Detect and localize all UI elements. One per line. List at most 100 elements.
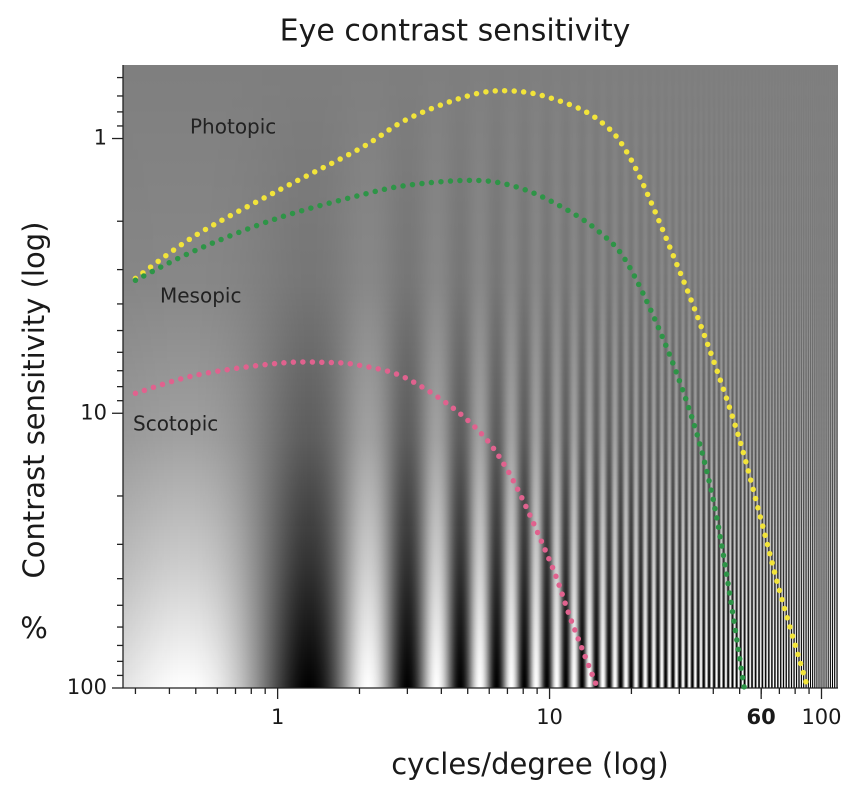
grating-stripe	[654, 65, 656, 688]
grating-stripe	[564, 65, 566, 688]
grating-stripe	[263, 65, 265, 688]
y-unit-label: %	[20, 611, 48, 645]
grating-stripe	[448, 65, 450, 688]
grating-stripe	[777, 65, 779, 688]
grating-stripe	[208, 65, 210, 688]
grating-stripe	[151, 65, 153, 688]
grating-stripe	[417, 65, 419, 688]
grating-stripe	[497, 65, 499, 688]
grating-stripe	[351, 65, 353, 688]
grating-stripe	[528, 65, 530, 688]
grating-stripe	[559, 65, 561, 688]
grating-stripe	[583, 65, 585, 688]
grating-stripe	[699, 65, 701, 688]
grating-stripe	[741, 65, 743, 688]
grating-stripe	[565, 65, 567, 688]
grating-stripe	[577, 65, 579, 688]
grating-stripe	[280, 65, 282, 688]
grating-stripe	[527, 65, 529, 688]
series-label: Mesopic	[160, 284, 241, 308]
grating-stripe	[599, 65, 601, 688]
grating-stripe	[330, 65, 332, 688]
grating-stripe	[267, 65, 269, 688]
grating-stripe	[257, 65, 259, 688]
grating-stripe	[505, 65, 507, 688]
grating-stripe	[811, 65, 813, 688]
grating-stripe	[471, 65, 473, 688]
grating-stripe	[349, 65, 351, 688]
grating-stripe	[391, 65, 393, 688]
grating-stripe	[530, 65, 532, 688]
y-tick-label: 10	[80, 400, 107, 424]
grating-stripe	[332, 65, 334, 688]
grating-stripe	[633, 65, 635, 688]
grating-stripe	[639, 65, 641, 688]
grating-stripe	[379, 65, 381, 688]
grating-stripe	[176, 65, 178, 688]
grating-stripe	[195, 65, 197, 688]
grating-stripe	[823, 65, 825, 688]
grating-stripe	[133, 65, 135, 688]
grating-stripe	[507, 65, 509, 688]
grating-stripe	[606, 65, 608, 688]
grating-stripe	[317, 65, 319, 688]
grating-stripe	[533, 65, 535, 688]
grating-stripe	[368, 65, 370, 688]
grating-stripe	[770, 65, 772, 688]
grating-stripe	[619, 65, 621, 688]
grating-stripe	[521, 65, 523, 688]
grating-stripe	[468, 65, 470, 688]
grating-stripe	[254, 65, 256, 688]
grating-stripe	[153, 65, 155, 688]
grating-stripe	[509, 65, 511, 688]
grating-stripe	[546, 65, 548, 688]
grating-stripe	[163, 65, 165, 688]
grating-stripe	[802, 65, 804, 688]
grating-stripe	[160, 65, 162, 688]
grating-stripe	[223, 65, 225, 688]
grating-stripe	[761, 65, 763, 688]
grating-stripe	[168, 65, 170, 688]
grating-stripe	[735, 65, 737, 688]
grating-stripe	[649, 65, 651, 688]
grating-stripe	[344, 65, 346, 688]
grating-stripe	[682, 65, 684, 688]
grating-stripe	[441, 65, 443, 688]
grating-stripe	[726, 65, 728, 688]
grating-stripe	[219, 65, 221, 688]
grating-stripe	[518, 65, 520, 688]
grating-stripe	[567, 65, 569, 688]
grating-stripe	[683, 65, 685, 688]
grating-stripe	[309, 65, 311, 688]
grating-stripe	[609, 65, 611, 688]
grating-stripe	[450, 65, 452, 688]
grating-stripe	[769, 65, 771, 688]
grating-stripe	[305, 65, 307, 688]
grating-stripe	[141, 65, 143, 688]
grating-stripe	[679, 65, 681, 688]
grating-stripe	[734, 65, 736, 688]
grating-stripe	[615, 65, 617, 688]
grating-stripe	[228, 65, 230, 688]
grating-stripe	[490, 65, 492, 688]
grating-stripe	[705, 65, 707, 688]
grating-stripe	[678, 65, 680, 688]
grating-stripe	[522, 65, 524, 688]
grating-stripe	[126, 65, 128, 688]
grating-stripe	[454, 65, 456, 688]
grating-stripe	[835, 65, 837, 688]
grating-stripe	[628, 65, 630, 688]
grating-stripe	[460, 65, 462, 688]
grating-stripe	[832, 65, 834, 688]
grating-stripe	[656, 65, 658, 688]
grating-stripe	[392, 65, 394, 688]
series-label: Scotopic	[133, 412, 218, 436]
grating-stripe	[371, 65, 373, 688]
grating-stripe	[800, 65, 802, 688]
grating-stripe	[194, 65, 196, 688]
grating-stripe	[473, 65, 475, 688]
grating-stripe	[738, 65, 740, 688]
grating-stripe	[680, 65, 682, 688]
grating-stripe	[296, 65, 298, 688]
grating-stripe	[269, 65, 271, 688]
